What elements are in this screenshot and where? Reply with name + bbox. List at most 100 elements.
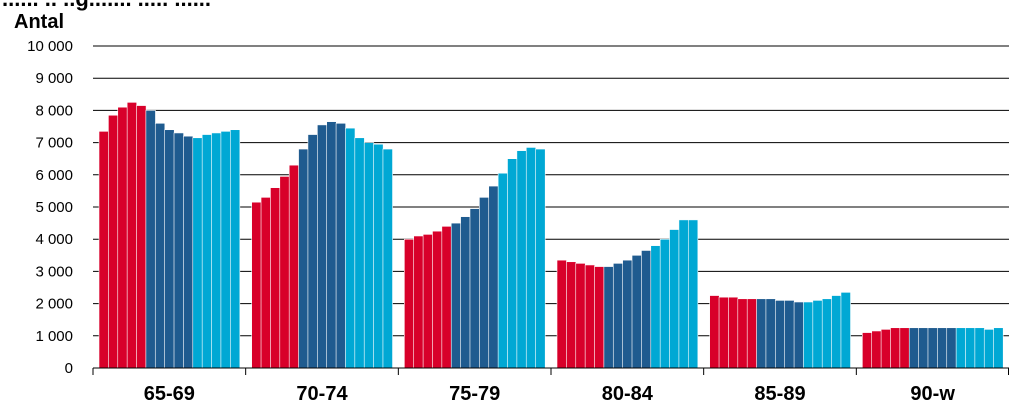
bar bbox=[784, 300, 795, 369]
bar bbox=[765, 298, 776, 369]
bar bbox=[307, 134, 318, 369]
bar bbox=[584, 264, 596, 369]
chart-title-cut-off: ...... .. ..g....... ..... ...... bbox=[2, 0, 211, 11]
bar bbox=[288, 164, 300, 369]
bar bbox=[326, 121, 337, 369]
bar bbox=[145, 110, 156, 369]
x-category-label: 75-79 bbox=[449, 383, 500, 405]
bar bbox=[154, 122, 166, 369]
bar bbox=[622, 259, 633, 369]
x-axis bbox=[92, 367, 1009, 375]
bar bbox=[937, 327, 948, 369]
y-tick-label: 5 000 bbox=[35, 199, 73, 216]
bar bbox=[946, 327, 957, 369]
x-category-label: 70-74 bbox=[296, 383, 348, 405]
bar bbox=[535, 148, 546, 369]
bar bbox=[821, 298, 833, 369]
bar bbox=[432, 230, 443, 369]
bar bbox=[955, 327, 966, 369]
y-tick-label: 9 000 bbox=[35, 70, 73, 87]
bar bbox=[880, 329, 891, 369]
x-category-label: 90-w bbox=[910, 383, 955, 405]
bar bbox=[746, 298, 758, 369]
bar bbox=[575, 263, 586, 369]
bar bbox=[460, 216, 471, 369]
bar bbox=[298, 148, 309, 369]
y-tick-label: 3 000 bbox=[35, 263, 73, 280]
bar bbox=[488, 185, 499, 369]
bar bbox=[650, 245, 661, 369]
bar bbox=[918, 327, 929, 369]
bar bbox=[279, 176, 290, 369]
bar bbox=[441, 226, 452, 369]
bar bbox=[164, 129, 175, 369]
y-tick-label: 6 000 bbox=[35, 167, 73, 184]
bar bbox=[354, 137, 365, 369]
bar bbox=[201, 134, 213, 369]
y-tick-label: 10 000 bbox=[27, 38, 73, 55]
bar bbox=[260, 197, 271, 369]
bar bbox=[479, 197, 490, 369]
bar bbox=[211, 132, 222, 369]
bar bbox=[220, 131, 231, 369]
gridlines bbox=[93, 45, 1009, 337]
bar bbox=[516, 150, 527, 369]
x-category-label: 65-69 bbox=[144, 383, 195, 405]
bar bbox=[803, 301, 814, 369]
bar bbox=[556, 259, 567, 369]
bar bbox=[641, 250, 652, 369]
bar bbox=[812, 300, 823, 369]
bar bbox=[192, 137, 203, 369]
bar bbox=[335, 122, 346, 369]
bar bbox=[709, 295, 720, 369]
bar bbox=[871, 330, 882, 369]
bar bbox=[507, 158, 518, 369]
bar bbox=[965, 327, 976, 369]
bar bbox=[718, 296, 729, 369]
y-tick-label: 0 bbox=[65, 360, 73, 377]
bar bbox=[317, 124, 328, 369]
bar bbox=[382, 148, 393, 369]
bars bbox=[98, 102, 1004, 369]
bar bbox=[678, 219, 689, 369]
bar bbox=[229, 129, 241, 369]
bar bbox=[669, 229, 680, 369]
bar bbox=[136, 105, 147, 369]
bar bbox=[840, 292, 851, 369]
y-tick-label: 4 000 bbox=[35, 231, 73, 248]
y-tick-label: 8 000 bbox=[35, 102, 73, 119]
bar bbox=[862, 332, 873, 369]
x-category-label: 85-89 bbox=[754, 383, 805, 405]
bar bbox=[469, 208, 480, 369]
y-axis-title: Antal bbox=[14, 11, 64, 33]
bar bbox=[422, 234, 433, 369]
bar bbox=[983, 329, 995, 369]
bar bbox=[525, 147, 537, 369]
bar bbox=[927, 327, 938, 369]
bar bbox=[270, 187, 281, 369]
bar bbox=[756, 298, 767, 369]
bar bbox=[98, 131, 109, 369]
bar bbox=[183, 135, 194, 369]
bar bbox=[413, 235, 424, 369]
bar bbox=[126, 102, 138, 369]
bar bbox=[687, 219, 699, 369]
y-tick-labels: 0 1 000 2 000 3 000 4 000 5 000 6 000 7 000 8 00… bbox=[27, 38, 73, 377]
y-tick-label: 7 000 bbox=[35, 135, 73, 152]
bar bbox=[345, 127, 356, 369]
bar bbox=[728, 296, 739, 369]
bar bbox=[890, 327, 901, 369]
x-category-label: 80-84 bbox=[602, 383, 654, 405]
bar bbox=[450, 222, 462, 369]
bar bbox=[793, 301, 804, 369]
bar bbox=[363, 142, 375, 369]
bar bbox=[404, 238, 415, 369]
bar bbox=[631, 255, 642, 369]
bar bbox=[612, 263, 624, 369]
bar bbox=[831, 295, 842, 369]
bar bbox=[594, 266, 605, 369]
bar bbox=[603, 266, 614, 369]
bar bbox=[373, 143, 384, 369]
